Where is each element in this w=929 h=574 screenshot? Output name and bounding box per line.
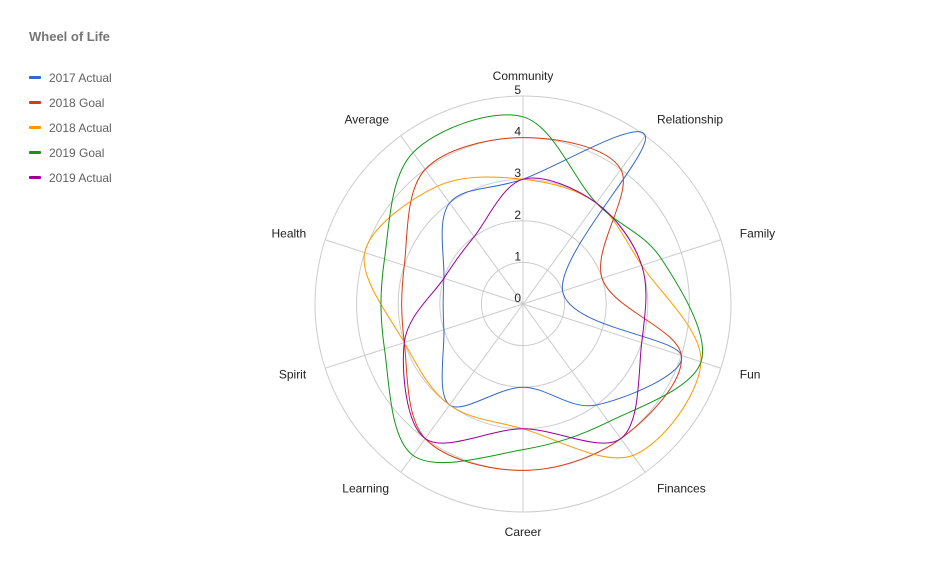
grid-spoke (400, 135, 524, 305)
category-label: Family (740, 227, 775, 241)
legend-item[interactable]: 2018 Actual (29, 115, 112, 140)
category-label: Community (493, 69, 554, 83)
legend-swatch (29, 176, 41, 179)
series-line (401, 137, 682, 471)
grid-spoke (400, 303, 524, 473)
category-label: Relationship (657, 113, 723, 127)
tick-label: 3 (514, 166, 521, 180)
category-label: Spirit (279, 368, 307, 382)
legend-swatch (29, 76, 41, 79)
tick-label: 0 (514, 291, 521, 305)
legend-item[interactable]: 2019 Goal (29, 140, 112, 165)
category-label: Health (272, 227, 307, 241)
legend-label: 2019 Goal (49, 145, 105, 160)
legend-item[interactable]: 2018 Goal (29, 90, 112, 115)
legend-swatch (29, 151, 41, 154)
category-label: Finances (657, 482, 706, 496)
legend-swatch (29, 126, 41, 129)
series-line (441, 131, 682, 408)
category-label: Learning (342, 482, 389, 496)
grid-spoke (522, 303, 721, 369)
grid-spoke (522, 303, 646, 473)
legend-label: 2017 Actual (49, 70, 112, 85)
tick-label: 4 (514, 125, 521, 139)
legend: 2017 Actual 2018 Goal 2018 Actual 2019 G… (29, 65, 112, 190)
category-label: Average (345, 113, 390, 127)
tick-label: 1 (514, 249, 521, 263)
series-line (363, 176, 702, 459)
legend-swatch (29, 101, 41, 104)
grid-spoke (325, 303, 524, 369)
grid-spoke (522, 239, 721, 305)
legend-label: 2018 Actual (49, 120, 112, 135)
legend-item[interactable]: 2019 Actual (29, 165, 112, 190)
series-line (380, 114, 703, 464)
series-line (402, 177, 647, 444)
chart-title: Wheel of Life (29, 29, 110, 44)
legend-label: 2018 Goal (49, 95, 105, 110)
tick-label: 5 (514, 83, 521, 97)
grid-spoke (325, 239, 524, 305)
grid-spoke (522, 135, 646, 305)
legend-label: 2019 Actual (49, 170, 112, 185)
legend-item[interactable]: 2017 Actual (29, 65, 112, 90)
category-label: Fun (740, 368, 761, 382)
category-label: Career (505, 525, 542, 539)
tick-label: 2 (514, 208, 521, 222)
